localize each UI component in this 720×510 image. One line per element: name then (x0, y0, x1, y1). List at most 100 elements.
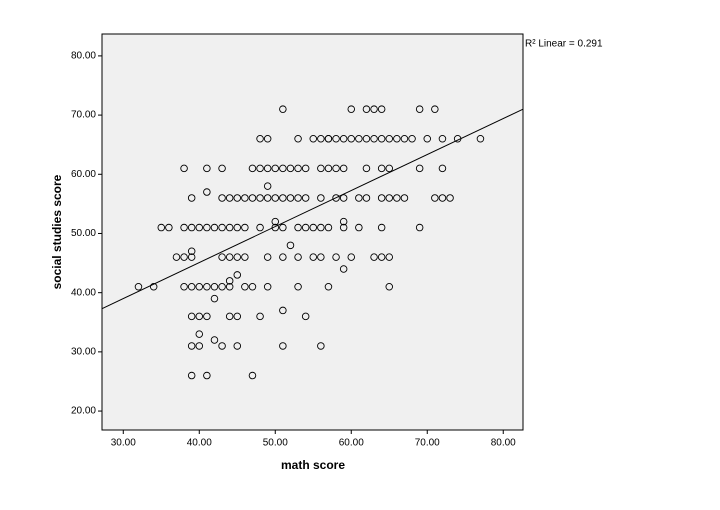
point (362, 105, 371, 113)
point (347, 253, 356, 261)
point (241, 223, 249, 232)
point (362, 135, 371, 143)
point (279, 306, 287, 315)
point (187, 253, 196, 261)
point (203, 312, 211, 321)
point (225, 223, 234, 232)
point (203, 188, 211, 196)
y-tick-label: 60.00 (71, 169, 96, 180)
y-tick-label: 30.00 (71, 347, 96, 358)
point (294, 164, 302, 173)
point (370, 135, 378, 143)
point (271, 217, 280, 226)
y-tick-label: 40.00 (71, 287, 96, 298)
point (347, 105, 356, 113)
point (187, 371, 196, 380)
point (248, 164, 257, 173)
point (180, 283, 188, 291)
point (400, 194, 409, 202)
point (187, 283, 196, 291)
point (263, 135, 272, 143)
point (225, 312, 234, 321)
point (377, 105, 386, 113)
x-tick-label: 30.00 (111, 438, 136, 449)
point (248, 194, 257, 202)
point (324, 135, 333, 143)
point (279, 164, 287, 173)
point (187, 223, 196, 232)
point (187, 312, 196, 321)
point (301, 164, 310, 173)
point (233, 312, 242, 321)
point (332, 135, 340, 143)
point (385, 194, 394, 202)
point (317, 164, 325, 173)
point (294, 253, 302, 261)
point (210, 336, 219, 344)
point (233, 342, 242, 350)
point (263, 253, 272, 261)
point (332, 194, 340, 202)
point (324, 164, 333, 173)
point (195, 342, 204, 350)
point (248, 283, 257, 291)
point (187, 247, 196, 255)
point (256, 223, 264, 232)
point (233, 253, 242, 261)
point (317, 223, 325, 232)
point (370, 253, 378, 261)
point (256, 312, 264, 321)
point (385, 283, 394, 291)
point (286, 241, 295, 250)
point (393, 135, 401, 143)
point (157, 223, 166, 232)
point (218, 342, 226, 350)
point (256, 135, 264, 143)
point (408, 135, 416, 143)
point (362, 194, 371, 202)
point (332, 253, 340, 261)
point (377, 164, 386, 173)
point (263, 182, 272, 190)
point (218, 253, 226, 261)
point (309, 223, 318, 232)
x-tick-label: 40.00 (187, 438, 212, 449)
plot-area (101, 33, 524, 431)
point (370, 105, 378, 113)
point (355, 194, 363, 202)
point (279, 194, 287, 202)
point (431, 194, 439, 202)
point (423, 135, 431, 143)
point (279, 253, 287, 261)
point (218, 283, 226, 291)
point (377, 194, 386, 202)
point (263, 194, 272, 202)
point (309, 253, 318, 261)
point (233, 194, 242, 202)
point (385, 164, 394, 173)
point (263, 164, 272, 173)
point (286, 194, 295, 202)
point (377, 253, 386, 261)
point (187, 194, 196, 202)
x-tick-label: 70.00 (415, 438, 440, 449)
point (225, 194, 234, 202)
point (195, 330, 204, 338)
point (301, 194, 310, 202)
point (210, 283, 219, 291)
point (218, 164, 226, 173)
point (415, 105, 424, 113)
point (476, 135, 485, 143)
point (210, 223, 219, 232)
point (339, 217, 348, 226)
y-tick-label: 50.00 (71, 228, 96, 239)
point (271, 194, 280, 202)
point (218, 223, 226, 232)
r2-annotation: R² Linear = 0.291 (525, 39, 603, 50)
point (415, 164, 424, 173)
point (317, 342, 325, 350)
y-tick-label: 70.00 (71, 110, 96, 121)
x-tick-label: 50.00 (263, 438, 288, 449)
point (438, 135, 447, 143)
